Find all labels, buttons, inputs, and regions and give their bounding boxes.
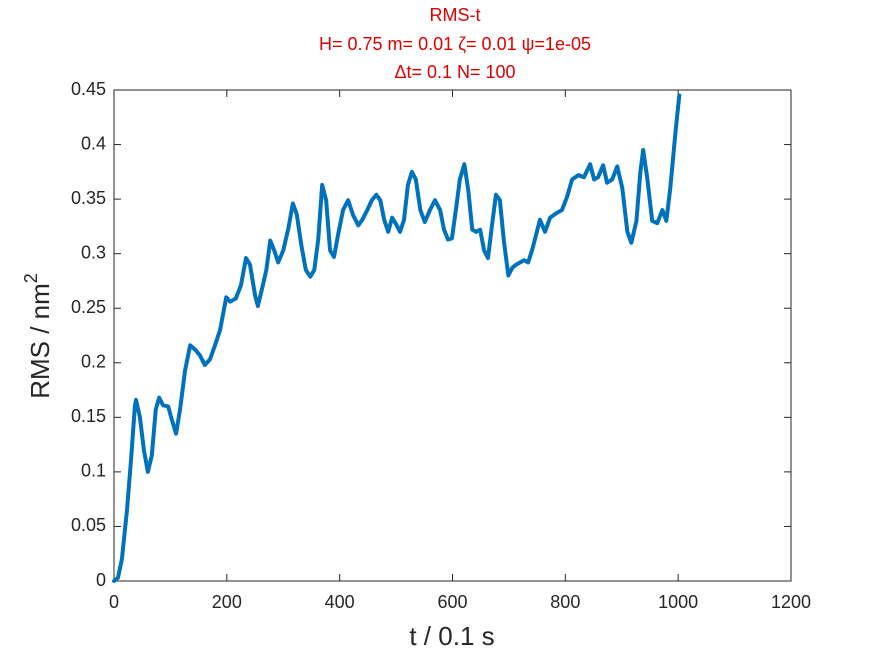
y-axis-label: RMS / nm2 [21,273,55,399]
y-tick-label: 0.1 [81,461,106,481]
y-tick-label: 0.2 [81,352,106,372]
y-axis-label-superscript: 2 [21,273,41,283]
y-tick-label: 0.3 [81,242,106,262]
x-tick-label: 600 [437,592,467,612]
y-axis-label-text: RMS / nm [25,283,55,399]
x-tick-label: 400 [325,592,355,612]
y-tick-label: 0.05 [71,515,106,535]
x-tick-label: 0 [109,592,119,612]
x-axis-label: t / 0.1 s [409,621,494,651]
y-tick-label: 0.35 [71,188,106,208]
chart-title: RMS-t [430,5,481,25]
y-tick-label: 0.25 [71,297,106,317]
y-tick-label: 0.45 [71,79,106,99]
y-tick-label: 0.4 [81,133,106,153]
data-line [112,93,682,583]
x-tick-label: 800 [550,592,580,612]
y-tick-label: 0.15 [71,406,106,426]
x-tick-label: 1000 [658,592,698,612]
x-tick-label: 1200 [771,592,811,612]
chart-subtitle: H= 0.75 m= 0.01 ζ= 0.01 ψ=1e-05 [319,34,591,54]
x-tick-label: 200 [212,592,242,612]
y-tick-label: 0 [96,570,106,590]
chart-subtitle: Δt= 0.1 N= 100 [394,62,515,82]
